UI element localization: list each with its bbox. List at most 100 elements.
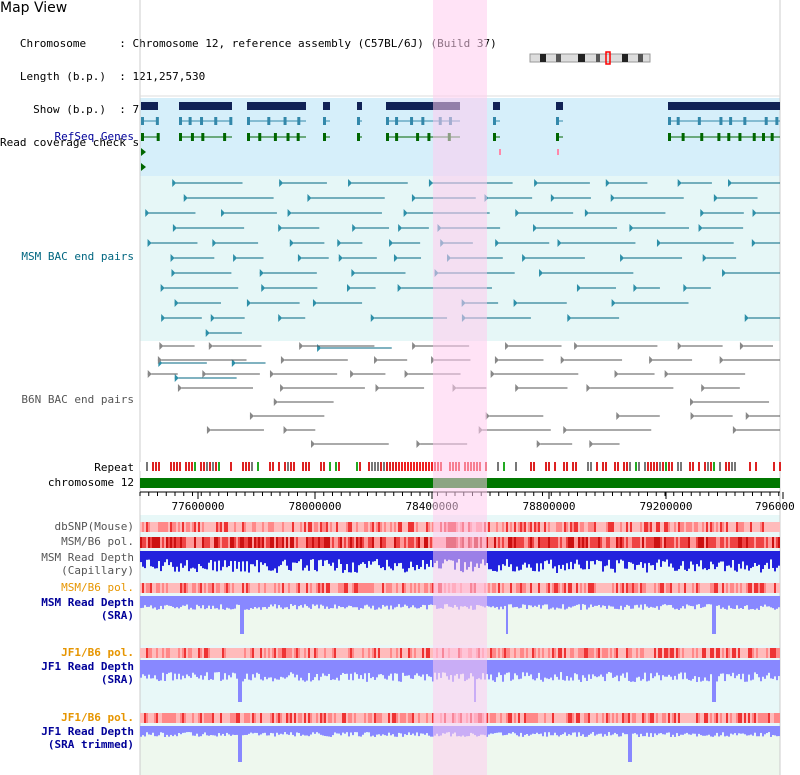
- track-label-dbsnp[interactable]: dbSNP(Mouse): [54, 520, 134, 533]
- axis-tick-label: 78800000: [523, 500, 576, 513]
- msm-capillary-depth: [764, 551, 766, 566]
- track-label-refseq[interactable]: RefSeq Genes: [54, 130, 134, 143]
- jf1-sra-depth: [342, 660, 344, 673]
- b6n-bac-end: [677, 342, 682, 350]
- msm-sra-depth: [642, 596, 644, 610]
- msm-b6-pol-strip-2: [528, 583, 530, 593]
- jf1-b6-pol-strip-2: [740, 713, 742, 723]
- dbsnp-strip: [154, 522, 156, 532]
- jf1-sra-depth: [258, 660, 260, 674]
- msm-sra-depth: [362, 596, 364, 609]
- repeat-block: [542, 462, 544, 471]
- b6n-bac-end: [616, 412, 621, 420]
- track-label-msm-depth-capillary[interactable]: MSM Read Depth: [41, 551, 134, 564]
- jf1-trimmed-depth: [338, 726, 340, 734]
- jf1-b6-pol-strip-2: [158, 713, 160, 723]
- track-label-jf1-b6-pol-2[interactable]: JF1/B6 pol.: [61, 711, 134, 724]
- msm-sra-depth: [344, 596, 346, 609]
- msm-sra-depth: [418, 596, 420, 609]
- jf1-sra-depth: [608, 660, 610, 673]
- jf1-trimmed-depth: [616, 726, 618, 735]
- msm-b6-pol-strip-2: [772, 583, 774, 593]
- jf1-b6-pol-strip-2: [346, 713, 348, 723]
- jf1-sra-depth: [502, 660, 504, 682]
- jf1-trimmed-depth: [744, 726, 746, 735]
- jf1-trimmed-depth: [418, 726, 420, 737]
- msm-b6-pol-strip-2: [230, 583, 232, 593]
- msm-capillary-depth: [328, 551, 330, 564]
- jf1-b6-pol-strip: [356, 648, 358, 658]
- track-label-msm-depth-sra[interactable]: MSM Read Depth: [41, 596, 134, 609]
- msm-capillary-depth: [706, 551, 708, 571]
- jf1-sra-depth: [758, 660, 760, 678]
- dbsnp-strip: [570, 522, 572, 532]
- msm-b6-pol-strip-2: [662, 583, 664, 593]
- msm-capillary-depth: [652, 551, 654, 566]
- b6n-bac-end: [157, 356, 162, 364]
- msm-b6-pol-strip: [330, 537, 332, 548]
- jf1-b6-pol-strip: [656, 648, 658, 658]
- track-label-jf1-depth-sra[interactable]: JF1 Read Depth: [41, 660, 134, 673]
- msm-capillary-depth: [488, 551, 490, 570]
- b6n-bac-end: [159, 342, 164, 350]
- jf1-b6-pol-strip: [248, 648, 250, 658]
- dbsnp-strip: [228, 522, 230, 532]
- track-label-jf1-depth-trimmed[interactable]: JF1 Read Depth: [41, 725, 134, 738]
- jf1-b6-pol-strip: [170, 648, 172, 658]
- track-label-msm-b6-pol-2[interactable]: MSM/B6 pol.: [61, 581, 134, 594]
- repeat-block: [728, 462, 730, 471]
- jf1-trimmed-depth: [748, 726, 750, 736]
- repeat-block: [776, 462, 778, 471]
- track-label-jf1-depth-trimmed-sub: (SRA trimmed): [47, 738, 134, 751]
- msm-sra-depth: [374, 596, 376, 610]
- msm-capillary-depth: [382, 551, 384, 568]
- track-label-repeat[interactable]: Repeat: [94, 461, 134, 474]
- jf1-trimmed-depth: [382, 726, 384, 735]
- jf1-b6-pol-strip: [218, 648, 220, 658]
- jf1-sra-depth: [490, 660, 492, 675]
- dbsnp-strip: [746, 522, 748, 532]
- msm-b6-pol-strip-2: [316, 583, 318, 593]
- jf1-b6-pol-strip-2: [602, 713, 604, 723]
- jf1-b6-pol-strip-2: [596, 713, 598, 723]
- msm-b6-pol-strip-2: [632, 583, 634, 593]
- msm-sra-depth: [672, 596, 674, 608]
- dbsnp-strip: [560, 522, 562, 532]
- msm-b6-pol-strip: [312, 537, 314, 548]
- msm-sra-depth: [748, 596, 750, 610]
- msm-capillary-depth: [550, 551, 552, 560]
- jf1-sra-depth: [414, 660, 416, 676]
- msm-capillary-depth: [232, 551, 234, 572]
- track-label-jf1-b6-pol-1[interactable]: JF1/B6 pol.: [61, 646, 134, 659]
- track-label-msm-b6-pol-1[interactable]: MSM/B6 pol.: [61, 535, 134, 548]
- dbsnp-strip: [692, 522, 694, 532]
- jf1-b6-pol-strip: [194, 648, 196, 658]
- track-label-b6n-bac[interactable]: B6N BAC end pairs: [21, 393, 134, 406]
- jf1-sra-depth: [760, 660, 762, 682]
- jf1-b6-pol-strip-2: [260, 713, 262, 723]
- repeat-block: [734, 462, 736, 471]
- jf1-b6-pol-strip: [646, 648, 648, 658]
- axis-tick-label: 78000000: [289, 500, 342, 513]
- msm-b6-pol-strip: [770, 537, 772, 548]
- jf1-trimmed-depth: [342, 726, 344, 733]
- jf1-trimmed-depth: [498, 726, 500, 733]
- jf1-trimmed-depth: [612, 726, 614, 735]
- msm-b6-pol-strip: [424, 537, 426, 548]
- jf1-b6-pol-strip: [390, 648, 392, 658]
- jf1-trimmed-depth: [392, 726, 394, 735]
- msm-sra-depth: [684, 596, 686, 609]
- msm-sra-depth: [336, 596, 338, 609]
- msm-b6-pol-strip: [488, 537, 490, 548]
- jf1-b6-pol-strip: [502, 648, 504, 658]
- jf1-b6-pol-strip-2: [276, 713, 278, 723]
- msm-capillary-depth: [398, 551, 400, 564]
- msm-b6-pol-strip: [390, 537, 392, 548]
- msm-sra-depth: [724, 596, 726, 609]
- jf1-b6-pol-strip: [160, 648, 162, 658]
- track-label-msm-bac[interactable]: MSM BAC end pairs: [21, 250, 134, 263]
- jf1-sra-depth: [634, 660, 636, 682]
- dbsnp-strip: [744, 522, 746, 532]
- msm-sra-depth: [688, 596, 690, 606]
